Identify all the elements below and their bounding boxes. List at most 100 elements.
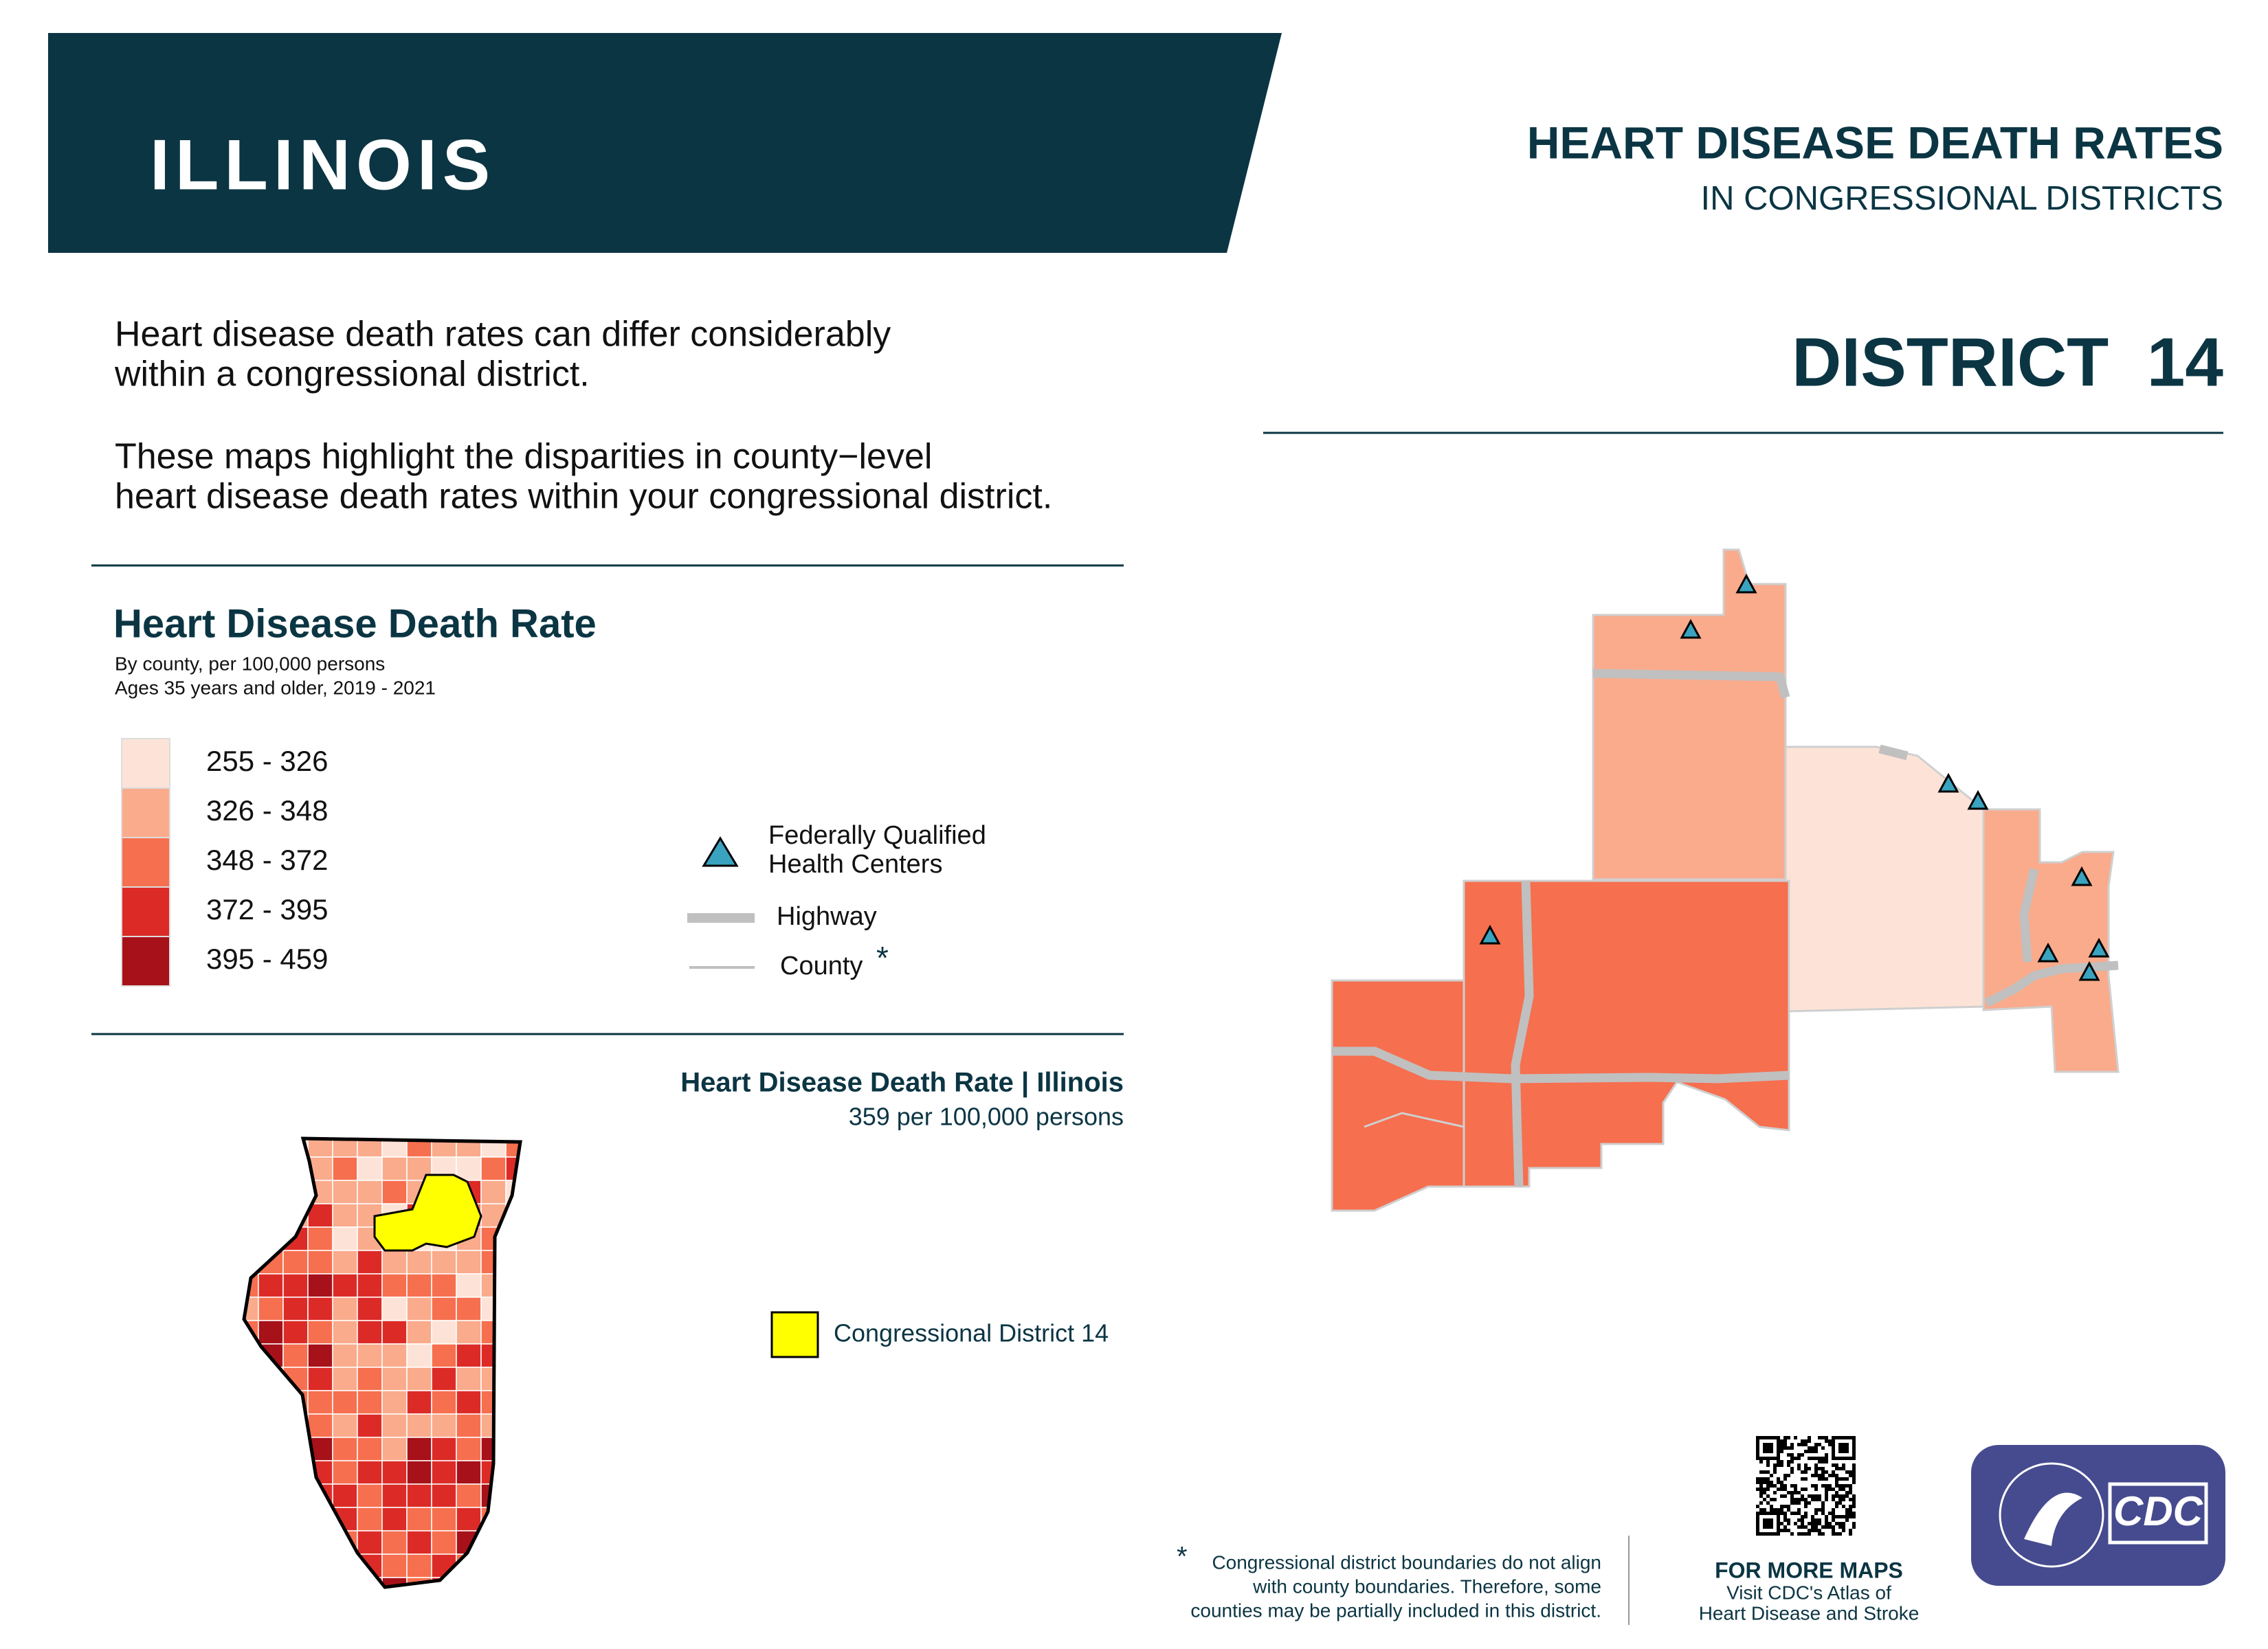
qr-module [1808, 1439, 1811, 1443]
county-cell [282, 1203, 309, 1228]
hhs-eagle [2024, 1492, 2082, 1546]
header-band [48, 33, 1282, 253]
county-cell [282, 1156, 309, 1181]
qr-module [1759, 1460, 1763, 1463]
county-cell [406, 1297, 432, 1321]
county-cell [332, 1343, 358, 1368]
qr-module [1845, 1450, 1849, 1453]
qr-module [1763, 1491, 1766, 1494]
qr-module [1763, 1436, 1766, 1439]
county-cell [456, 1320, 482, 1345]
qr-module [1814, 1474, 1818, 1477]
qr-module [1759, 1491, 1763, 1494]
qr-module [1838, 1477, 1842, 1481]
qr-module [1801, 1525, 1804, 1529]
county-cell [505, 1250, 520, 1275]
qr-module [1797, 1491, 1801, 1494]
county-cell [431, 1390, 457, 1415]
qr-module [1835, 1501, 1838, 1505]
qr-module [1814, 1508, 1818, 1512]
county-cell [480, 1180, 507, 1204]
fqhc [1967, 789, 1989, 810]
qr-module [1763, 1525, 1766, 1529]
county-cell [381, 1180, 408, 1204]
qr-module [1825, 1525, 1828, 1529]
county-cell [244, 1226, 259, 1251]
qr-module [1842, 1443, 1845, 1446]
qr-module [1790, 1494, 1794, 1498]
qr-module [1773, 1512, 1777, 1515]
qr-module [1838, 1525, 1842, 1529]
qr-module [1783, 1525, 1787, 1529]
qr-module [1756, 1436, 1759, 1439]
qr-module [1814, 1498, 1818, 1501]
qr-module [1821, 1484, 1825, 1488]
qr-module [1770, 1525, 1773, 1529]
qr-module [1828, 1474, 1832, 1477]
qr-module [1852, 1494, 1856, 1498]
county-cell [456, 1138, 482, 1158]
qr-module [1818, 1467, 1821, 1470]
qr-module [1845, 1515, 1849, 1518]
qr-module [1787, 1522, 1790, 1525]
legend-label: 255 - 326 [206, 745, 328, 777]
county-cell [332, 1226, 358, 1251]
county-cell [258, 1530, 284, 1555]
qr-module [1756, 1512, 1759, 1515]
qr-module [1825, 1470, 1828, 1474]
county-cell [357, 1297, 383, 1321]
qr-module [1852, 1512, 1856, 1515]
qr-module [1770, 1518, 1773, 1522]
fqhc [2088, 937, 2110, 958]
county-cell [505, 1553, 520, 1578]
qr-module [1787, 1474, 1790, 1477]
qr-module [1811, 1525, 1814, 1529]
qr-module [1794, 1484, 1797, 1488]
county-cell [258, 1273, 284, 1298]
qr-module [1759, 1477, 1763, 1481]
qr-module [1777, 1460, 1780, 1463]
subtitle: IN CONGRESSIONAL DISTRICTS [1700, 180, 2223, 217]
qr-module [1780, 1488, 1783, 1491]
qr-module [1766, 1463, 1770, 1467]
qr-module [1759, 1470, 1763, 1474]
qr-module [1825, 1460, 1828, 1463]
qr-module [1763, 1532, 1766, 1536]
qr-module [1770, 1508, 1773, 1512]
qr-module [1832, 1488, 1835, 1491]
qr-module [1849, 1488, 1852, 1491]
qr-module [1804, 1532, 1808, 1536]
county-cell [244, 1577, 259, 1587]
county-cell [244, 1138, 259, 1158]
qr-module [1787, 1463, 1790, 1467]
qr-module [1783, 1512, 1787, 1515]
qr-module [1845, 1477, 1849, 1481]
county-cell [456, 1297, 482, 1321]
qr-module [1759, 1457, 1763, 1460]
qr-module [1818, 1460, 1821, 1463]
qr-module [1770, 1436, 1773, 1439]
county-cell [332, 1250, 358, 1275]
county-cell [282, 1483, 309, 1508]
county-cell [244, 1367, 259, 1391]
county-cell [282, 1273, 309, 1298]
qr-module [1801, 1498, 1804, 1501]
qr-module [1814, 1529, 1818, 1532]
qr-module [1787, 1508, 1790, 1512]
qr-module [1849, 1505, 1852, 1508]
qr-module [1835, 1457, 1838, 1460]
qr-module [1780, 1439, 1783, 1443]
qr-module [1797, 1453, 1801, 1457]
qr-module [1825, 1436, 1828, 1439]
qr-module [1773, 1463, 1777, 1467]
footnote: counties may be partially included in th… [1190, 1600, 1601, 1621]
qr-module [1852, 1439, 1856, 1443]
qr-module [1845, 1443, 1849, 1446]
qr-module [1842, 1467, 1845, 1470]
qr-module [1821, 1501, 1825, 1505]
county-cell [282, 1507, 309, 1532]
county-cell [258, 1483, 284, 1508]
qr-module [1756, 1450, 1759, 1453]
qr-module [1770, 1532, 1773, 1536]
county-cell [244, 1413, 259, 1438]
